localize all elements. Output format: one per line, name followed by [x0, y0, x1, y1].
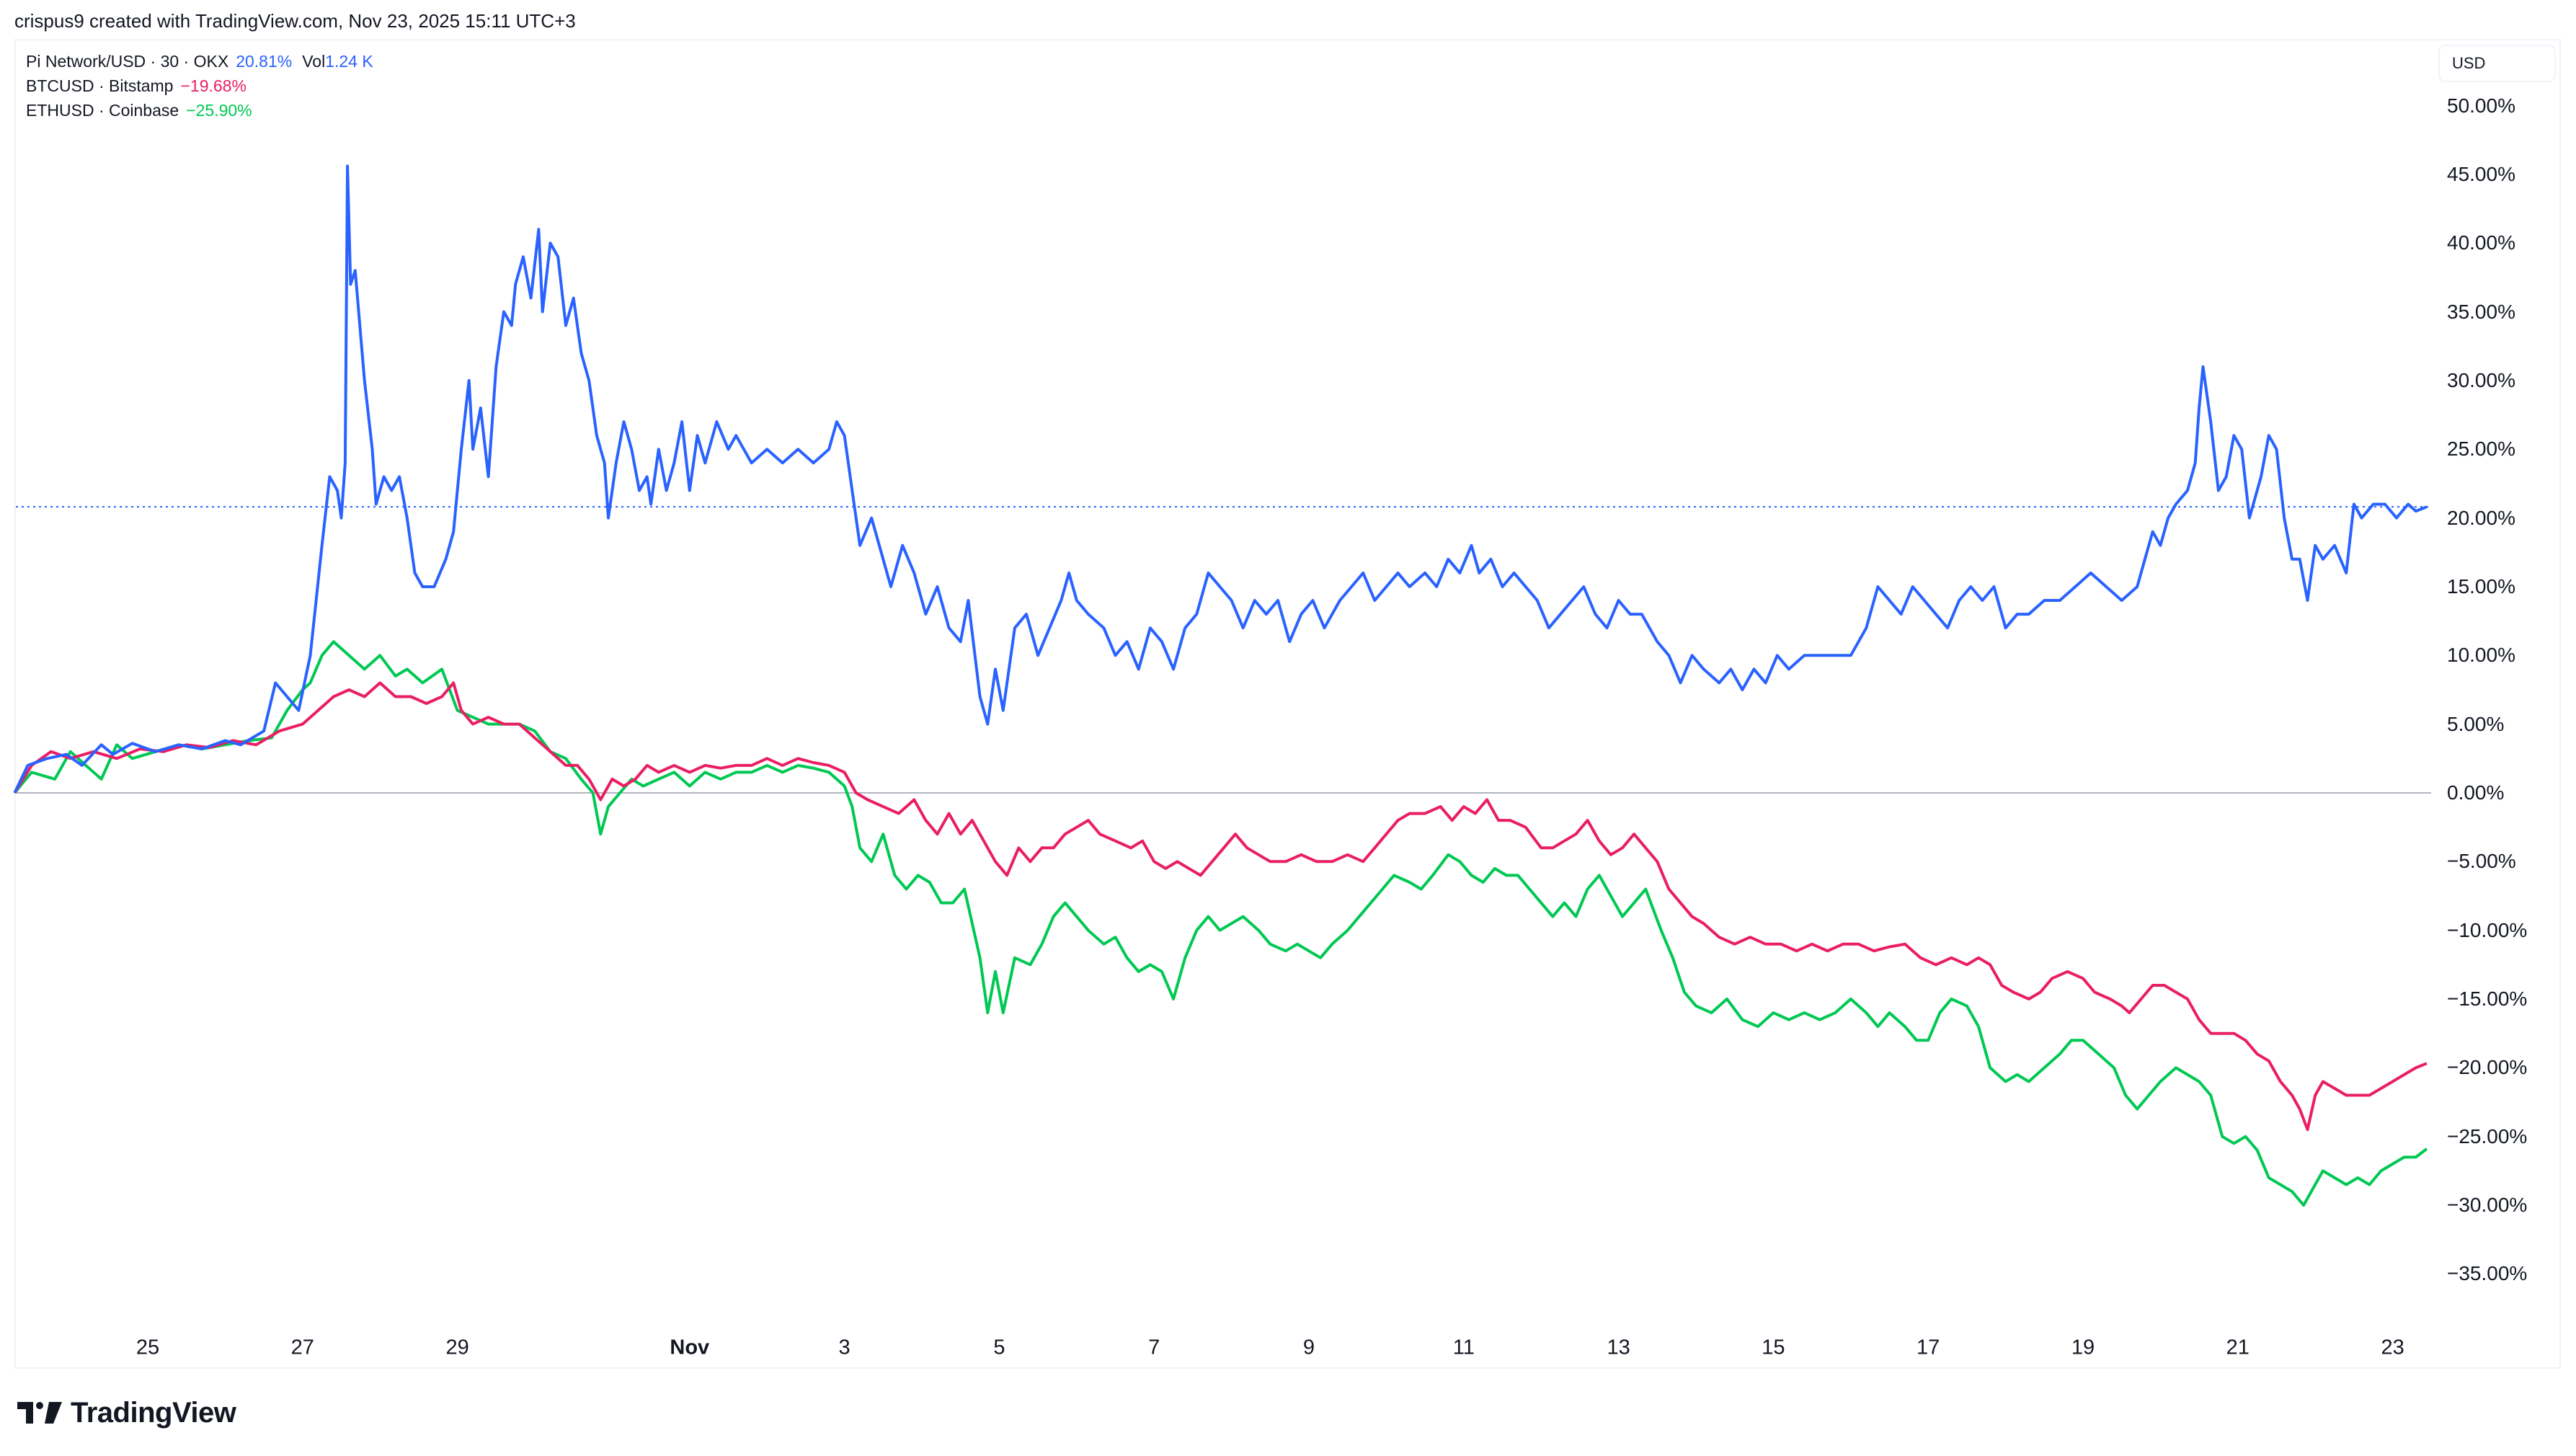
x-tick-label: 17: [1917, 1336, 1940, 1359]
x-tick-label: 5: [993, 1336, 1005, 1359]
currency-button[interactable]: USD: [2438, 45, 2556, 82]
y-tick-label: 30.00%: [2447, 368, 2515, 391]
y-tick-label: −20.00%: [2447, 1056, 2528, 1079]
x-tick-label: 15: [1762, 1336, 1785, 1359]
tradingview-logo-text: TradingView: [71, 1396, 236, 1429]
y-tick-label: −25.00%: [2447, 1124, 2528, 1148]
x-tick-label: 7: [1148, 1336, 1160, 1359]
legend-row-btc[interactable]: BTCUSD · Bitstamp −19.68%: [26, 74, 373, 98]
attribution-header: crispus9 created with TradingView.com, N…: [14, 10, 576, 32]
y-tick-label: 15.00%: [2447, 574, 2515, 598]
x-tick-label: 19: [2071, 1336, 2095, 1359]
legend-row-eth[interactable]: ETHUSD · Coinbase −25.90%: [26, 98, 373, 123]
legend-symbol: Pi Network/USD · 30 · OKX: [26, 52, 229, 71]
y-tick-label: 40.00%: [2447, 231, 2515, 254]
chart-panel[interactable]: [14, 39, 2561, 1369]
pi-network-line: [13, 164, 2428, 794]
btcusd-line: [13, 681, 2428, 1132]
y-tick-label: 35.00%: [2447, 300, 2515, 323]
ethusd-line: [13, 640, 2428, 1207]
y-tick-label: 20.00%: [2447, 506, 2515, 529]
legend-row-pi[interactable]: Pi Network/USD · 30 · OKX 20.81% Vol1.24 K: [26, 49, 373, 74]
legend-symbol: BTCUSD · Bitstamp: [26, 76, 174, 95]
legend-value: 20.81%: [236, 52, 293, 71]
y-tick-label: 10.00%: [2447, 644, 2515, 667]
y-tick-label: −5.00%: [2447, 850, 2516, 873]
y-tick-label: 45.00%: [2447, 162, 2515, 185]
volume-value: 1.24 K: [325, 52, 373, 71]
x-tick-label: Nov: [670, 1336, 710, 1359]
x-tick-label: 9: [1302, 1336, 1315, 1359]
x-tick-label: 27: [290, 1336, 314, 1359]
x-tick-label: 3: [838, 1336, 850, 1359]
y-tick-label: −10.00%: [2447, 918, 2528, 941]
x-tick-label: 25: [136, 1336, 160, 1359]
legend-symbol: ETHUSD · Coinbase: [26, 101, 179, 120]
y-tick-label: −35.00%: [2447, 1262, 2528, 1285]
x-tick-label: 21: [2226, 1336, 2249, 1359]
y-tick-label: 50.00%: [2447, 94, 2515, 117]
x-tick-label: 13: [1607, 1336, 1630, 1359]
y-tick-label: 25.00%: [2447, 438, 2515, 461]
x-tick-label: 11: [1452, 1336, 1475, 1359]
y-tick-label: −15.00%: [2447, 987, 2528, 1011]
volume-label: Vol: [302, 52, 326, 71]
y-tick-label: −30.00%: [2447, 1194, 2528, 1217]
x-tick-label: 29: [445, 1336, 469, 1359]
y-tick-label: 0.00%: [2447, 781, 2505, 804]
y-tick-label: 5.00%: [2447, 712, 2505, 735]
tradingview-logo[interactable]: TradingView: [17, 1396, 236, 1429]
tradingview-logo-icon: [17, 1402, 62, 1424]
legend: Pi Network/USD · 30 · OKX 20.81% Vol1.24 K…: [26, 49, 373, 123]
x-tick-label: 23: [2381, 1336, 2404, 1359]
legend-value: −25.90%: [186, 101, 252, 120]
legend-value: −19.68%: [180, 76, 247, 95]
